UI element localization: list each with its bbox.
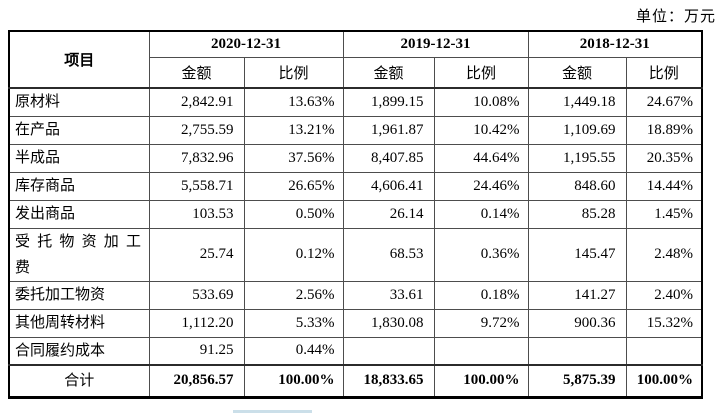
- ratio-cell: 24.46%: [433, 171, 529, 201]
- ratio-cell: 14.44%: [625, 171, 703, 201]
- amount-cell: 900.36: [527, 308, 627, 338]
- row-label: 库存商品: [8, 171, 150, 201]
- amount-cell: 33.61: [342, 280, 435, 310]
- amount-cell: 25.74: [148, 227, 245, 282]
- column-header-amount-2020: 金额: [148, 57, 245, 89]
- amount-cell: 1,112.20: [148, 308, 245, 338]
- amount-cell: 533.69: [148, 280, 245, 310]
- ratio-cell: 0.44%: [243, 336, 344, 366]
- amount-cell: 141.27: [527, 280, 627, 310]
- table-row: 发出商品 103.53 0.50% 26.14 0.14% 85.28 1.45%: [8, 199, 703, 229]
- table-row: 其他周转材料 1,112.20 5.33% 1,830.08 9.72% 900.36 15…: [8, 308, 703, 338]
- column-header-period-2019: 2019-12-31: [342, 30, 529, 58]
- ratio-cell: 0.50%: [243, 199, 344, 229]
- ratio-cell: 100.00%: [625, 364, 703, 398]
- column-header-item: 项目: [8, 30, 150, 89]
- table-row: 库存商品 5,558.71 26.65% 4,606.41 24.46% 848.60 14…: [8, 171, 703, 201]
- amount-cell: 145.47: [527, 227, 627, 282]
- row-label: 受托物资加工费: [8, 227, 150, 282]
- ratio-cell: 5.33%: [243, 308, 344, 338]
- ratio-cell: 10.42%: [433, 115, 529, 145]
- column-header-ratio-2018: 比例: [625, 57, 703, 89]
- table-row: 受托物资加工费 25.74 0.12% 68.53 0.36% 145.47 2.48%: [8, 227, 703, 282]
- row-label: 委托加工物资: [8, 280, 150, 310]
- ratio-cell: 13.63%: [243, 87, 344, 117]
- amount-cell: [527, 336, 627, 366]
- amount-cell: 1,195.55: [527, 143, 627, 173]
- ratio-cell: 10.08%: [433, 87, 529, 117]
- header-row-measures: 金额 比例 金额 比例 金额 比例: [9, 57, 703, 89]
- amount-cell: 2,755.59: [148, 115, 245, 145]
- ratio-cell: 9.72%: [433, 308, 529, 338]
- row-label: 合计: [8, 364, 150, 398]
- table-row: 半成品 7,832.96 37.56% 8,407.85 44.64% 1,195.55 2…: [8, 143, 703, 173]
- column-header-ratio-2019: 比例: [433, 57, 529, 89]
- amount-cell: 68.53: [342, 227, 435, 282]
- row-label: 合同履约成本: [8, 336, 150, 366]
- amount-cell: 1,961.87: [342, 115, 435, 145]
- amount-cell: 8,407.85: [342, 143, 435, 173]
- row-label: 原材料: [8, 87, 150, 117]
- table-row: 在产品 2,755.59 13.21% 1,961.87 10.42% 1,109.69 1…: [8, 115, 703, 145]
- amount-cell: 91.25: [148, 336, 245, 366]
- row-label: 发出商品: [8, 199, 150, 229]
- amount-cell: 1,109.69: [527, 115, 627, 145]
- amount-cell: 20,856.57: [148, 364, 245, 398]
- amount-cell: 1,449.18: [527, 87, 627, 117]
- ratio-cell: 2.40%: [625, 280, 703, 310]
- column-header-period-2020: 2020-12-31: [148, 30, 344, 58]
- amount-cell: 4,606.41: [342, 171, 435, 201]
- ratio-cell: 1.45%: [625, 199, 703, 229]
- amount-cell: 7,832.96: [148, 143, 245, 173]
- table-body: 原材料 2,842.91 13.63% 1,899.15 10.08% 1,449.18 2…: [8, 87, 703, 398]
- ratio-cell: 24.67%: [625, 87, 703, 117]
- ratio-cell: 13.21%: [243, 115, 344, 145]
- inventory-table: 项目 2020-12-31 2019-12-31 2018-12-31 金额 比…: [8, 30, 703, 399]
- ratio-cell: 0.14%: [433, 199, 529, 229]
- column-header-amount-2018: 金额: [527, 57, 627, 89]
- ratio-cell: 0.36%: [433, 227, 529, 282]
- amount-cell: 848.60: [527, 171, 627, 201]
- amount-cell: 1,899.15: [342, 87, 435, 117]
- column-header-ratio-2020: 比例: [243, 57, 344, 89]
- row-label: 在产品: [8, 115, 150, 145]
- table-row: 合同履约成本 91.25 0.44%: [8, 336, 703, 366]
- table-row: 原材料 2,842.91 13.63% 1,899.15 10.08% 1,449.18 2…: [8, 87, 703, 117]
- ratio-cell: 0.12%: [243, 227, 344, 282]
- ratio-cell: 0.18%: [433, 280, 529, 310]
- amount-cell: 1,830.08: [342, 308, 435, 338]
- ratio-cell: 26.65%: [243, 171, 344, 201]
- row-label: 半成品: [8, 143, 150, 173]
- ratio-cell: 37.56%: [243, 143, 344, 173]
- table-row: 委托加工物资 533.69 2.56% 33.61 0.18% 141.27 2.40%: [8, 280, 703, 310]
- amount-cell: 18,833.65: [342, 364, 435, 398]
- amount-cell: 103.53: [148, 199, 245, 229]
- ratio-cell: 15.32%: [625, 308, 703, 338]
- unit-label: 单位：万元: [635, 9, 716, 25]
- ratio-cell: 100.00%: [243, 364, 344, 398]
- amount-cell: 26.14: [342, 199, 435, 229]
- row-label: 其他周转材料: [8, 308, 150, 338]
- ratio-cell: 100.00%: [433, 364, 529, 398]
- ratio-cell: 44.64%: [433, 143, 529, 173]
- ratio-cell: 2.56%: [243, 280, 344, 310]
- ratio-cell: 2.48%: [625, 227, 703, 282]
- ratio-cell: [433, 336, 529, 366]
- amount-cell: 85.28: [527, 199, 627, 229]
- header-row-periods: 项目 2020-12-31 2019-12-31 2018-12-31: [8, 30, 703, 89]
- selection-fragment: [233, 410, 312, 413]
- total-row: 合计 20,856.57 100.00% 18,833.65 100.00% 5,875.…: [8, 364, 703, 398]
- ratio-cell: [625, 336, 703, 366]
- amount-cell: 5,875.39: [527, 364, 627, 398]
- amount-cell: 5,558.71: [148, 171, 245, 201]
- column-header-period-2018: 2018-12-31: [527, 30, 703, 58]
- amount-cell: [342, 336, 435, 366]
- ratio-cell: 18.89%: [625, 115, 703, 145]
- amount-cell: 2,842.91: [148, 87, 245, 117]
- ratio-cell: 20.35%: [625, 143, 703, 173]
- column-header-amount-2019: 金额: [342, 57, 435, 89]
